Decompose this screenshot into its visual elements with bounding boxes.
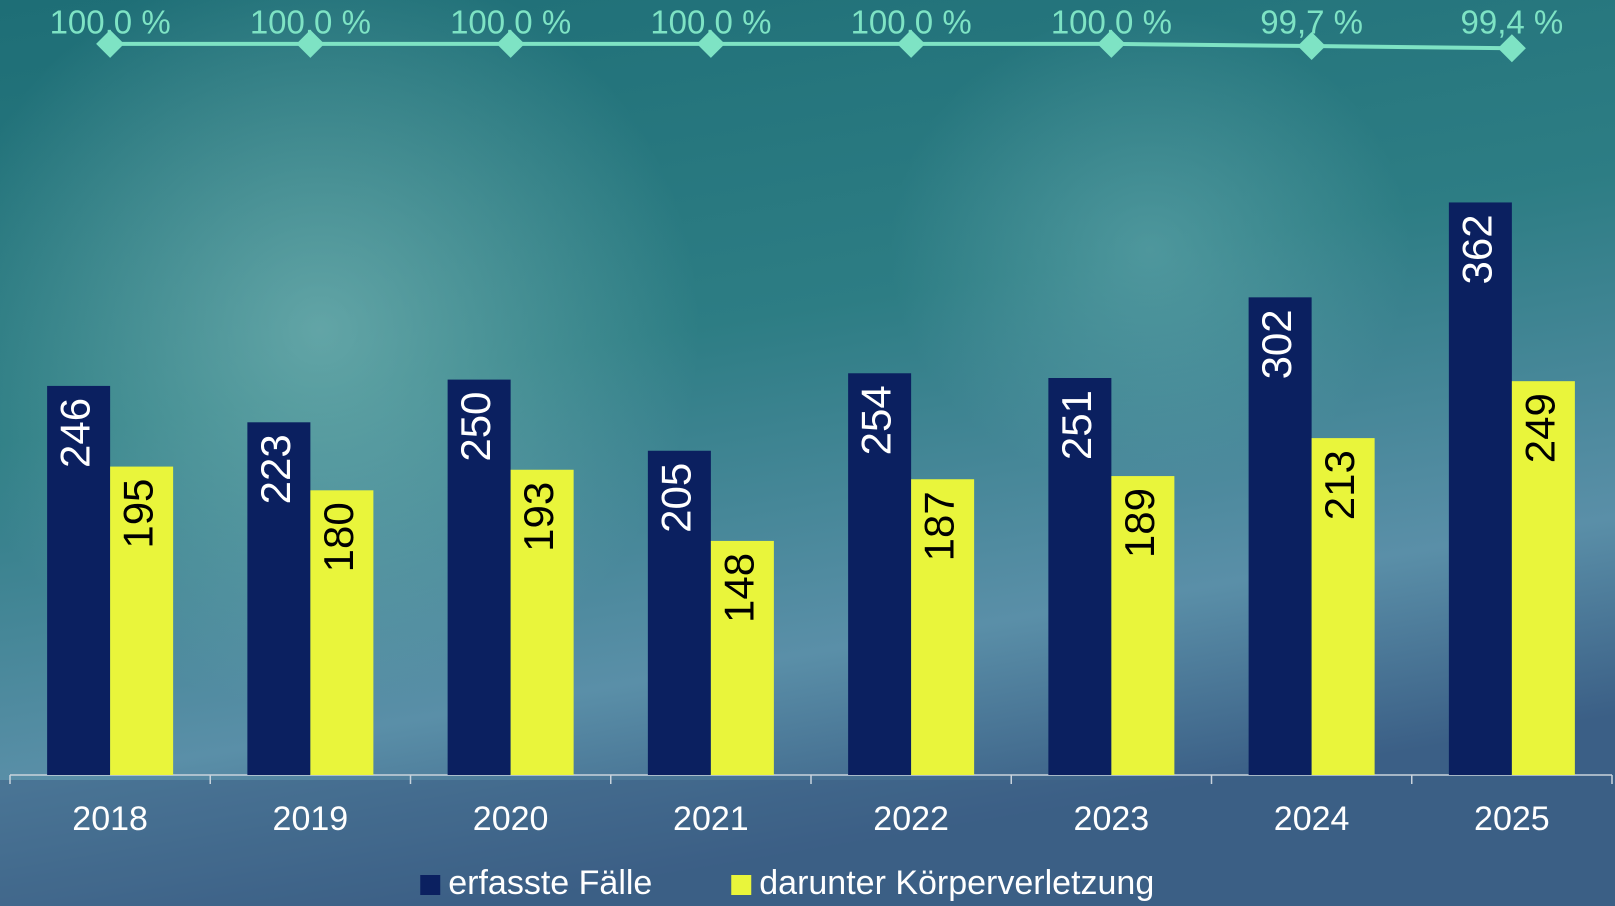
- bar-value-label: 302: [1253, 309, 1300, 379]
- bar-value-label: 189: [1116, 488, 1163, 558]
- line-value-label: 99,7 %: [1260, 4, 1363, 41]
- line-value-label: 100,0 %: [851, 4, 972, 41]
- line-value-label: 100,0 %: [250, 4, 371, 41]
- bar-value-label: 148: [715, 553, 762, 623]
- legend-label: darunter Körperverletzung: [759, 864, 1154, 902]
- x-tick-label: 2023: [1074, 800, 1150, 838]
- bar-value-label: 254: [853, 385, 900, 455]
- bar-value-label: 205: [652, 463, 699, 533]
- bar-value-label: 213: [1316, 450, 1363, 520]
- line-value-label: 100,0 %: [650, 4, 771, 41]
- bar-value-label: 246: [52, 398, 99, 468]
- line-value-label: 100,0 %: [1051, 4, 1172, 41]
- bar-value-label: 249: [1516, 393, 1563, 463]
- x-tick-label: 2018: [72, 800, 148, 838]
- x-tick-label: 2019: [273, 800, 349, 838]
- bar-value-label: 250: [452, 392, 499, 462]
- bar-value-label: 187: [916, 491, 963, 561]
- x-tick-label: 2021: [673, 800, 749, 838]
- bar-value-label: 251: [1053, 390, 1100, 460]
- line-value-label: 99,4 %: [1461, 4, 1564, 41]
- page: 2018 2019 2020 2021 2022 2023 2024 2025 246 223 25…: [0, 0, 1615, 906]
- x-tick-label: 2022: [873, 800, 949, 838]
- legend-swatch: [420, 875, 440, 895]
- line-value-label: 100,0 %: [50, 4, 171, 41]
- bar-value-label: 195: [115, 479, 162, 549]
- chart: 2018 2019 2020 2021 2022 2023 2024 2025 246 223 25…: [0, 0, 1615, 906]
- bar-value-label: 223: [252, 434, 299, 504]
- bar-value-label: 193: [515, 482, 562, 552]
- x-tick-label: 2025: [1474, 800, 1550, 838]
- bar: [1449, 202, 1512, 775]
- legend-swatch: [731, 875, 751, 895]
- x-tick-label: 2024: [1274, 800, 1350, 838]
- bar-value-label: 180: [315, 502, 362, 572]
- x-tick-label: 2020: [473, 800, 549, 838]
- line-value-label: 100,0 %: [450, 4, 571, 41]
- legend-label: erfasste Fälle: [448, 864, 652, 902]
- background-shape: [890, 10, 1410, 490]
- bar-value-label: 362: [1453, 214, 1500, 284]
